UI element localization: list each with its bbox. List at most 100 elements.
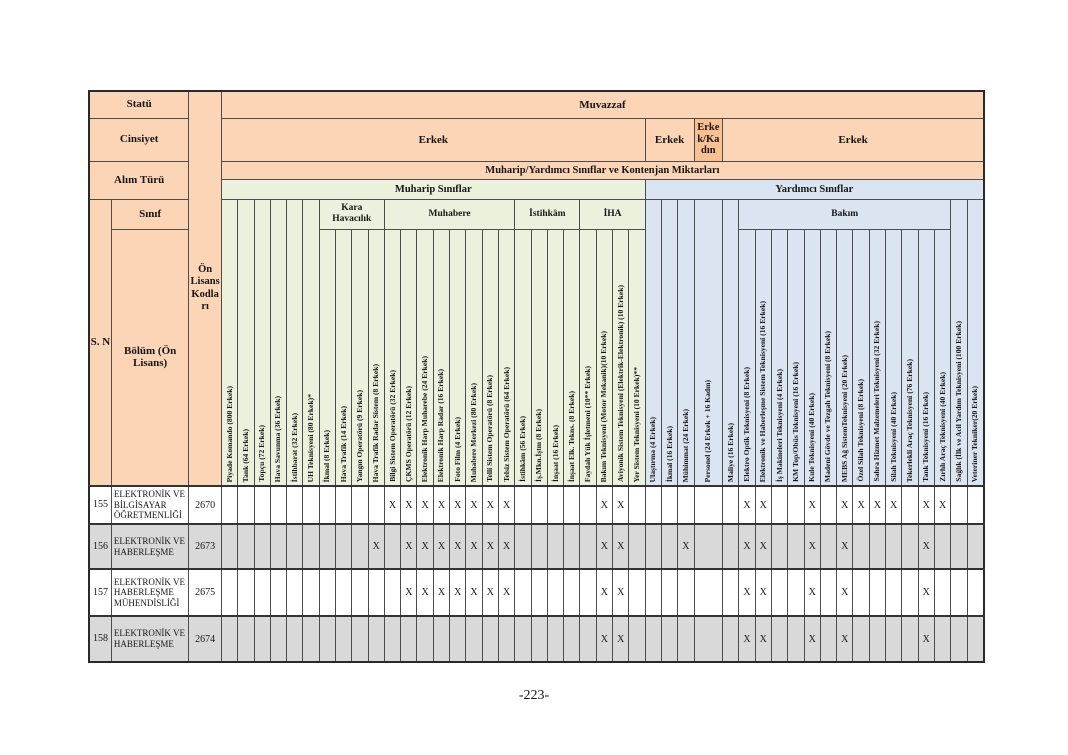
- mark-cell: X: [465, 568, 483, 617]
- header-gender-2: Erkek/Kadın: [693, 117, 724, 162]
- column-header-label: Tank (64 Erkek): [240, 428, 250, 482]
- column-header: Elektronik ve Haberleşme Sistem Teknisye…: [754, 228, 772, 487]
- header-sinif: Sınıf: [110, 198, 190, 230]
- section-header-m: Muharip Sınıflar: [220, 178, 646, 200]
- rotated-header-wrap: Topçu (72 Erkek): [255, 202, 269, 485]
- mark-cell: X: [917, 615, 935, 663]
- group-header: Muhabere: [383, 198, 516, 230]
- column-header-label: Elektronik Harp Muharebe (24 Erkek): [420, 355, 430, 482]
- empty-cell: [852, 523, 870, 570]
- row-bolum: ELEKTRONİK VE HABERLEŞME: [110, 615, 190, 663]
- rotated-header-wrap: İkmal (16 Erkek): [662, 202, 676, 485]
- mark-cell: X: [383, 485, 402, 525]
- mark-cell: X: [738, 485, 756, 525]
- rotated-header-wrap: Faydalı Yük İşletmeni (10** Erkek): [581, 232, 595, 485]
- empty-cell: [693, 523, 724, 570]
- column-header: Sağlık (İlk ve Acil Yardım Teknisyeni (1…: [950, 198, 968, 487]
- group-header: Bakım: [738, 198, 952, 230]
- empty-cell: [628, 523, 646, 570]
- empty-cell: [628, 568, 646, 617]
- empty-cell: [787, 485, 805, 525]
- empty-cell: [302, 615, 320, 663]
- mark-cell: X: [595, 485, 614, 525]
- empty-cell: [660, 485, 679, 525]
- column-header-label: Yangın Operatörü (9 Erkek): [354, 389, 364, 482]
- column-header: Muhabere Merkezi (80 Erkek): [465, 228, 483, 487]
- rotated-header-wrap: Özel Silah Teknisyeni (8 Erkek): [854, 232, 868, 485]
- empty-cell: [514, 568, 532, 617]
- column-header: Elektronik Harp Muharebe (24 Erkek): [416, 228, 434, 487]
- column-header-label: İş Makineleri Teknisyeni (4 Erkek): [774, 368, 784, 482]
- empty-cell: [579, 615, 597, 663]
- empty-cell: [286, 615, 304, 663]
- empty-cell: [514, 485, 532, 525]
- column-header: UH Teknisyeni (80 Erkek)*: [302, 198, 320, 487]
- empty-cell: [530, 568, 548, 617]
- rotated-header-wrap: Personel (24 Erkek + 16 Kadın): [695, 202, 722, 485]
- column-header: Yer Sistem Teknisyeni (10 Erkek)**: [628, 228, 646, 487]
- mark-cell: X: [917, 485, 935, 525]
- column-header-label: Tank Teknisyeni (16 Erkek): [921, 392, 931, 482]
- empty-cell: [546, 523, 565, 570]
- header-gender-0: Erkek: [220, 117, 646, 162]
- mark-cell: X: [449, 523, 467, 570]
- column-header-label: UH Teknisyeni (80 Erkek)*: [306, 393, 316, 482]
- rotated-header-wrap: UH Teknisyeni (80 Erkek)*: [304, 202, 318, 485]
- mark-cell: X: [612, 568, 630, 617]
- rotated-header-wrap: İnşaat Elk. Tekns. (8 Erkek): [565, 232, 579, 485]
- column-header: İstihbarat (32 Erkek): [286, 198, 304, 487]
- column-header: Bilgi Sistem Operatörü (32 Erkek): [383, 228, 402, 487]
- column-header: Hava Savunma (36 Erkek): [269, 198, 288, 487]
- empty-cell: [351, 523, 369, 570]
- rotated-header-wrap: Tank Teknisyeni (16 Erkek): [919, 232, 933, 485]
- empty-cell: [237, 523, 255, 570]
- mark-cell: X: [836, 568, 854, 617]
- empty-cell: [933, 523, 952, 570]
- column-header: Kule Teknisyeni (40 Erkek): [803, 228, 821, 487]
- column-header-label: Muhabere Merkezi (80 Erkek): [469, 382, 479, 482]
- rotated-header-wrap: İstihbarat (32 Erkek): [288, 202, 302, 485]
- empty-cell: [497, 615, 516, 663]
- mark-cell: X: [836, 523, 854, 570]
- column-header-label: Aviyonik Sistem Teknisyeni (Elektrik-Ele…: [615, 285, 625, 482]
- empty-cell: [693, 568, 724, 617]
- mark-cell: X: [416, 523, 434, 570]
- header-cinsiyet: Cinsiyet: [88, 117, 190, 162]
- row-kod: 2670: [188, 485, 222, 525]
- rotated-header-wrap: KM Top/Obüs Teknisyeni (16 Erkek): [789, 232, 803, 485]
- rotated-header-wrap: Sağlık (İlk ve Acil Yardım Teknisyeni (1…: [952, 202, 966, 485]
- header-gender-3: Erkek: [722, 117, 985, 162]
- empty-cell: [530, 615, 548, 663]
- mark-cell: X: [677, 523, 695, 570]
- empty-cell: [660, 523, 679, 570]
- column-header-label: Kule Teknisyeni (40 Erkek): [807, 393, 817, 482]
- empty-cell: [770, 523, 789, 570]
- rotated-header-wrap: İş Makineleri Teknisyeni (4 Erkek): [772, 232, 786, 485]
- empty-cell: [966, 523, 985, 570]
- empty-cell: [318, 568, 337, 617]
- empty-cell: [237, 615, 255, 663]
- column-header: İkmal (8 Erkek): [318, 228, 337, 487]
- column-header-label: ÇKMS Operatörü (12 Erkek): [403, 386, 413, 482]
- column-header-label: Bilgi Sistem Operatörü (32 Erkek): [387, 370, 397, 482]
- empty-cell: [852, 615, 870, 663]
- empty-cell: [677, 568, 695, 617]
- column-header: Tekerlekli Araç Teknisyeni (76 Erkek): [901, 228, 919, 487]
- column-header-label: Personel (24 Erkek + 16 Kadın): [703, 379, 713, 482]
- column-header-label: Madeni Gövde ve Tezgah Teknisyeni (8 Erk…: [823, 330, 833, 482]
- column-header: İş.Mkn.İştm (8 Erkek): [530, 228, 548, 487]
- empty-cell: [351, 568, 369, 617]
- column-header-label: Zırhlı Araç Teknisyeni (40 Erkek): [937, 372, 947, 482]
- mark-cell: X: [481, 568, 499, 617]
- column-header-label: Maliye (16 Erkek): [725, 422, 735, 482]
- column-header: MEBS Ağ SistemTeknisyeni (20 Erkek): [836, 228, 854, 487]
- empty-cell: [530, 485, 548, 525]
- rotated-header-wrap: Yangın Operatörü (9 Erkek): [353, 232, 367, 485]
- column-header: Hava Trafik Radar Sistem (8 Erkek): [367, 228, 385, 487]
- column-header-label: İkmal (16 Erkek): [664, 425, 674, 482]
- header-on-lisans-kodlari: Ön Lisans Kodları: [188, 90, 222, 487]
- empty-cell: [722, 523, 740, 570]
- rotated-header-wrap: Elektro Optik Teknisyeni (8 Erkek): [740, 232, 754, 485]
- mark-cell: X: [803, 568, 821, 617]
- empty-cell: [334, 485, 353, 525]
